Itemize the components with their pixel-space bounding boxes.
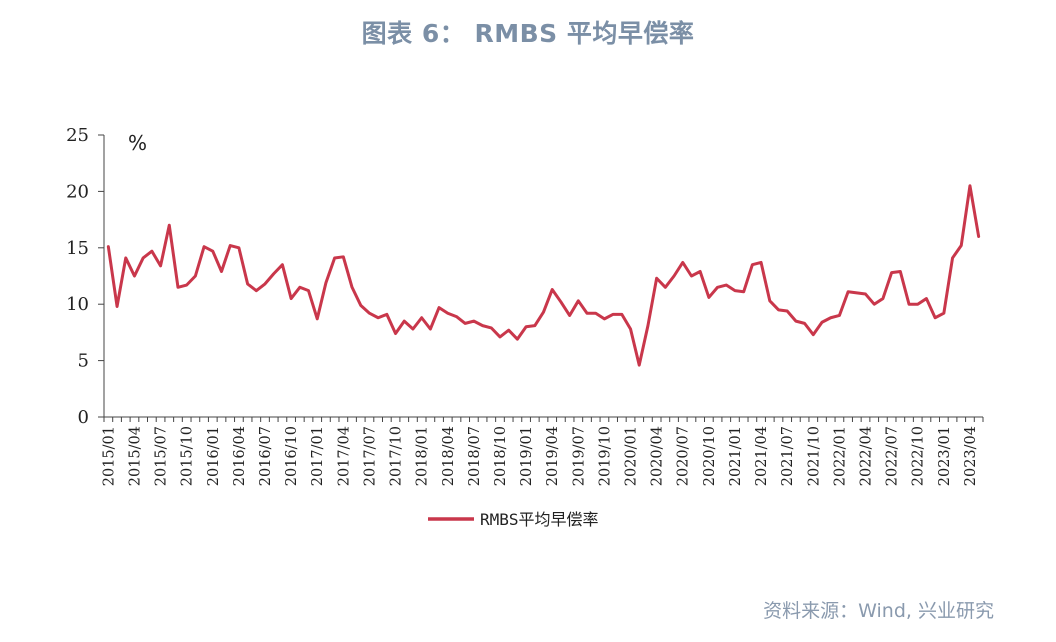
x-tick-label: 2019/04 (545, 426, 561, 486)
y-axis-ticks: 0 5 10 15 20 25 (66, 125, 104, 428)
y-tick-label: 15 (66, 238, 89, 259)
series-layer (106, 184, 981, 367)
x-tick-label: 2021/10 (806, 426, 822, 486)
y-tick-label: 5 (78, 351, 89, 372)
x-tick-label: 2020/01 (624, 426, 640, 486)
x-tick-label: 2015/01 (101, 426, 117, 486)
x-tick-label: 2018/07 (467, 426, 483, 486)
x-tick-label: 2021/04 (754, 426, 770, 486)
x-tick-label: 2017/01 (310, 426, 326, 486)
x-tick-label: 2019/01 (519, 426, 535, 486)
x-tick-label: 2017/10 (389, 426, 405, 486)
legend-label: RMBS平均早偿率 (480, 510, 599, 529)
y-tick-label: 20 (66, 181, 89, 202)
x-tick-label: 2023/01 (937, 426, 953, 486)
x-tick-label: 2019/10 (597, 426, 613, 486)
x-tick-label: 2023/04 (963, 426, 979, 486)
x-tick-label: 2022/07 (885, 426, 901, 486)
x-tick-label: 2015/04 (127, 426, 143, 486)
x-tick-label: 2016/04 (232, 426, 248, 486)
legend: RMBS平均早偿率 (428, 510, 599, 529)
x-tick-label: 2017/04 (336, 426, 352, 486)
source-note: 资料来源：Wind, 兴业研究 (763, 600, 994, 622)
chart-title: 图表 6： RMBS 平均早偿率 (361, 19, 695, 48)
y-tick-label: 10 (66, 294, 89, 315)
chart-axes (103, 135, 983, 418)
x-tick-label: 2015/10 (180, 426, 196, 486)
x-tick-label: 2021/01 (728, 426, 744, 486)
x-tick-label: 2020/10 (702, 426, 718, 486)
x-tick-label: 2022/04 (859, 426, 875, 486)
x-tick-label: 2019/07 (571, 426, 587, 486)
y-tick-label: 0 (78, 407, 89, 428)
x-axis-ticks: 2015/01 2015/04 2015/07 2015/10 2016/01 2016/… (101, 417, 984, 486)
x-tick-label: 2015/07 (154, 426, 170, 486)
x-tick-label: 2021/07 (780, 426, 796, 486)
x-tick-label: 2020/04 (650, 426, 666, 486)
x-tick-label: 2018/01 (415, 426, 431, 486)
x-tick-label: 2016/10 (284, 426, 300, 486)
x-tick-label: 2016/01 (206, 426, 222, 486)
y-tick-label: 25 (66, 125, 89, 146)
x-tick-label: 2022/10 (911, 426, 927, 486)
x-tick-label: 2016/07 (258, 426, 274, 486)
x-tick-label: 2017/07 (362, 426, 378, 486)
x-tick-label: 2020/07 (676, 426, 692, 486)
series-line-rmbs (106, 184, 981, 367)
x-tick-label: 2018/04 (441, 426, 457, 486)
y-axis-unit-label: % (128, 131, 147, 155)
x-tick-label: 2018/10 (493, 426, 509, 486)
x-tick-label: 2022/01 (832, 426, 848, 486)
